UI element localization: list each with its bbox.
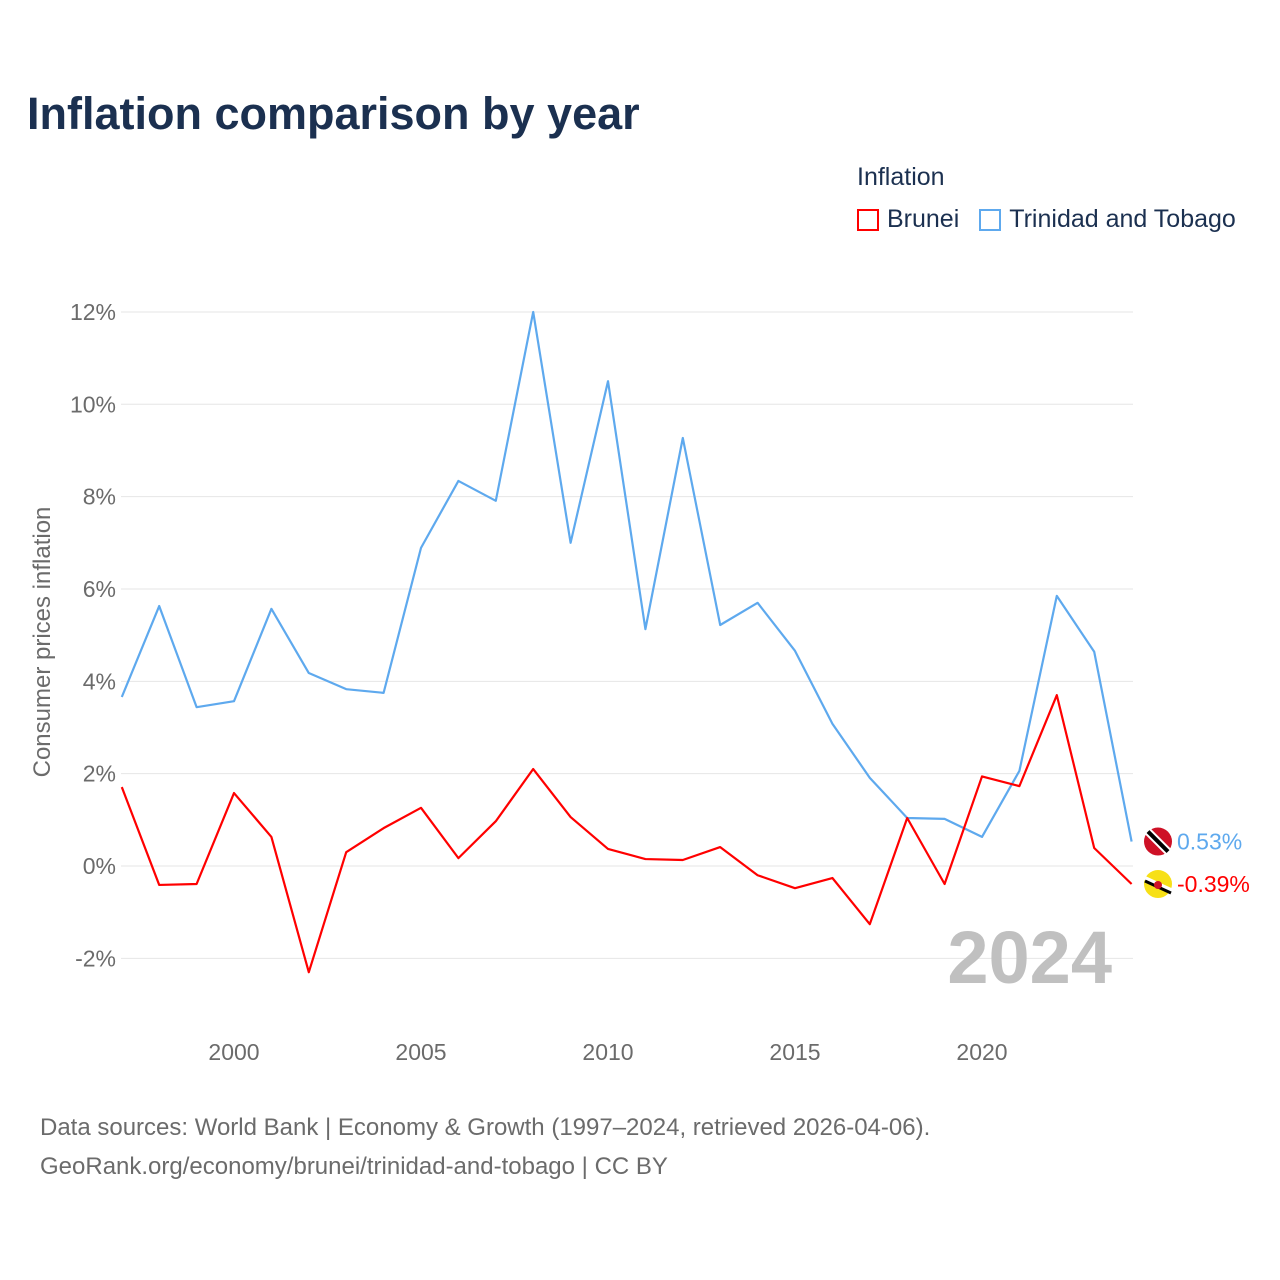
flag-stripe xyxy=(1146,830,1170,853)
legend-item-trinidad[interactable]: Trinidad and Tobago xyxy=(979,205,1236,234)
source-line-1: Data sources: World Bank | Economy & Gro… xyxy=(40,1114,931,1141)
flag-emblem xyxy=(1154,881,1162,890)
legend-item-brunei[interactable]: Brunei xyxy=(857,205,959,234)
x-tick-label: 2010 xyxy=(582,1039,633,1065)
legend-swatch xyxy=(979,208,1002,231)
legend-title: Inflation xyxy=(857,163,945,191)
x-tick-label: 2005 xyxy=(395,1039,446,1065)
year-watermark: 2024 xyxy=(947,916,1112,999)
legend-label: Trinidad and Tobago xyxy=(1009,205,1236,233)
y-tick-label: 2% xyxy=(83,761,116,787)
brunei-flag-icon xyxy=(1144,870,1172,899)
source-line-2[interactable]: GeoRank.org/economy/brunei/trinidad-and-… xyxy=(40,1153,668,1180)
legend: Brunei Trinidad and Tobago xyxy=(857,205,1256,234)
y-tick-label: 4% xyxy=(83,668,116,694)
y-tick-label: 0% xyxy=(83,853,116,879)
end-label-brunei: -0.39% xyxy=(1177,871,1250,897)
y-tick-label: -2% xyxy=(75,945,116,971)
y-tick-label: 6% xyxy=(83,576,116,602)
legend-swatch xyxy=(857,208,879,231)
end-label-trinidad: 0.53% xyxy=(1177,829,1242,855)
source-note: Data sources: World Bank | Economy & Gro… xyxy=(40,1108,930,1186)
x-tick-label: 2000 xyxy=(208,1039,259,1065)
trinidad-flag-icon xyxy=(1144,827,1172,856)
y-tick-label: 8% xyxy=(83,484,116,510)
legend-label: Brunei xyxy=(887,205,960,233)
chart-title: Inflation comparison by year xyxy=(27,88,640,139)
series-line-brunei xyxy=(120,694,1133,974)
y-tick-label: 12% xyxy=(70,299,116,325)
x-tick-label: 2020 xyxy=(956,1039,1007,1065)
y-axis-label: Consumer prices inflation xyxy=(29,507,56,778)
x-tick-label: 2015 xyxy=(769,1039,820,1065)
y-tick-label: 10% xyxy=(70,391,116,417)
series-line-trinidad-and-tobago xyxy=(120,310,1133,842)
